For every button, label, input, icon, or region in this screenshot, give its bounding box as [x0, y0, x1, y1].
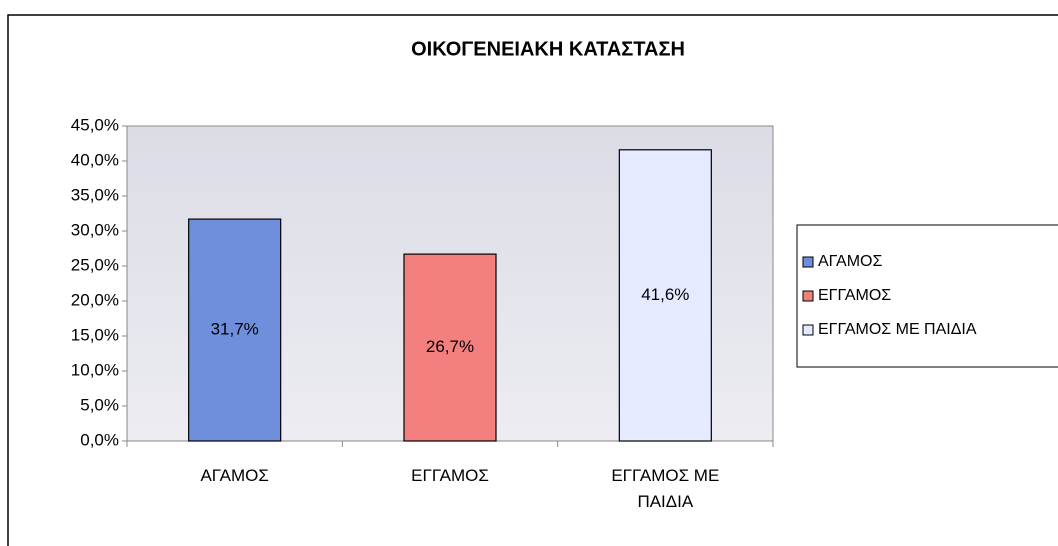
y-tick-label: 45,0%: [71, 115, 119, 134]
legend-label: ΑΓΑΜΟΣ: [818, 253, 882, 270]
legend: [796, 224, 1058, 368]
x-tick-label: ΕΓΓΑΜΟΣ ΜΕ ΠΑΙΔΙΑ: [611, 466, 720, 511]
x-tick-label-box: ΕΓΓΑΜΟΣ: [411, 466, 489, 485]
legend-swatch: [802, 324, 814, 336]
y-tick-label: 5,0%: [80, 395, 119, 414]
bar: [188, 218, 282, 442]
x-tick-label-box: ΕΓΓΑΜΟΣ ΜΕ ΠΑΙΔΙΑ: [611, 466, 720, 511]
y-tick-label: 15,0%: [71, 325, 119, 344]
y-tick-label: 0,0%: [80, 430, 119, 449]
x-tick-label-box: ΑΓΑΜΟΣ: [200, 466, 269, 485]
x-tick-label: ΑΓΑΜΟΣ: [200, 466, 269, 485]
bar: [618, 149, 712, 442]
legend-swatch: [802, 256, 814, 268]
y-tick-label: 40,0%: [71, 150, 119, 169]
legend-label: ΕΓΓΑΜΟΣ ΜΕ ΠΑΙΔΙΑ: [818, 321, 977, 338]
y-tick-label: 35,0%: [71, 185, 119, 204]
bar: [403, 253, 497, 442]
y-tick-label: 10,0%: [71, 360, 119, 379]
x-tick-label: ΕΓΓΑΜΟΣ: [411, 466, 489, 485]
y-tick-label: 20,0%: [71, 290, 119, 309]
legend-label: ΕΓΓΑΜΟΣ: [818, 287, 891, 304]
legend-swatch: [802, 290, 814, 302]
value-label: 41,6%: [641, 285, 689, 304]
value-label: 31,7%: [211, 320, 259, 339]
value-label: 26,7%: [426, 337, 474, 356]
y-tick-label: 25,0%: [71, 255, 119, 274]
y-tick-label: 30,0%: [71, 220, 119, 239]
chart-title: ΟΙΚΟΓΕΝΕΙΑΚΗ ΚΑΤΑΣΤΑΣΗ: [411, 38, 685, 60]
